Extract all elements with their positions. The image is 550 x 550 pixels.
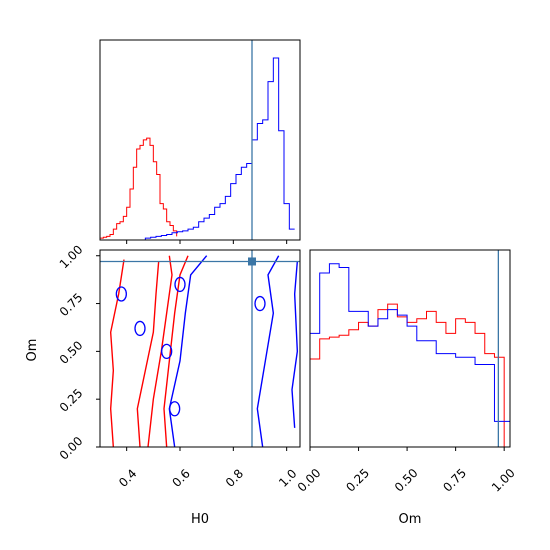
x-axis-label-om: Om — [399, 512, 422, 527]
joint-truth-marker — [248, 257, 256, 266]
joint-xtick-label-2: 0.8 — [223, 466, 246, 489]
joint-ytick-label-1: 0.25 — [57, 386, 86, 415]
h0-om-joint-panel: 0.4 0.6 0.8 1.00.000.250.500.751.00 — [57, 243, 301, 490]
om-xtick-label-4: 1.00 — [489, 466, 518, 495]
contour-loop-4 — [174, 276, 186, 293]
contour-line-1-1 — [256, 255, 280, 447]
contour-loop-2 — [115, 286, 127, 302]
y-axis-label-om: Om — [25, 339, 40, 362]
joint-frame — [99, 249, 301, 448]
h0-hist-series-1 — [144, 57, 295, 240]
x-axis-label-h0: H0 — [191, 512, 209, 527]
contour-line-1-2 — [291, 261, 299, 428]
joint-ytick-label-4: 1.00 — [57, 243, 86, 272]
contour-line-0-0 — [109, 259, 125, 447]
om-marginal-panel: 0.00 0.25 0.50 0.75 1.00 — [295, 249, 518, 495]
om-xtick-label-3: 0.75 — [440, 466, 469, 495]
contour-line-1-0 — [168, 255, 208, 447]
joint-xtick-label-0: 0.4 — [116, 466, 139, 489]
om-hist-series-1 — [309, 263, 511, 447]
om-xtick-label-1: 0.25 — [343, 466, 372, 495]
contour-loop-0 — [134, 320, 146, 337]
contour-line-0-1 — [136, 261, 160, 447]
contour-line-0-3 — [163, 255, 189, 447]
contour-loop-1 — [161, 343, 173, 360]
contour-group — [109, 255, 299, 447]
contour-loop-3 — [169, 401, 181, 417]
contour-line-0-2 — [147, 255, 173, 447]
joint-ytick-label-2: 0.50 — [57, 338, 86, 367]
h0-marginal-panel — [99, 39, 301, 244]
h0-marginal-frame — [99, 39, 301, 241]
joint-ytick-label-0: 0.00 — [57, 434, 86, 463]
joint-xtick-label-1: 0.6 — [169, 466, 192, 489]
h0-hist-series-0 — [99, 137, 178, 240]
om-xtick-label-2: 0.50 — [392, 466, 421, 495]
om-marginal-frame — [309, 249, 511, 448]
joint-ytick-label-3: 0.75 — [57, 290, 86, 319]
om-xtick-label-0: 0.00 — [295, 466, 324, 495]
contour-loop-5 — [254, 295, 266, 312]
